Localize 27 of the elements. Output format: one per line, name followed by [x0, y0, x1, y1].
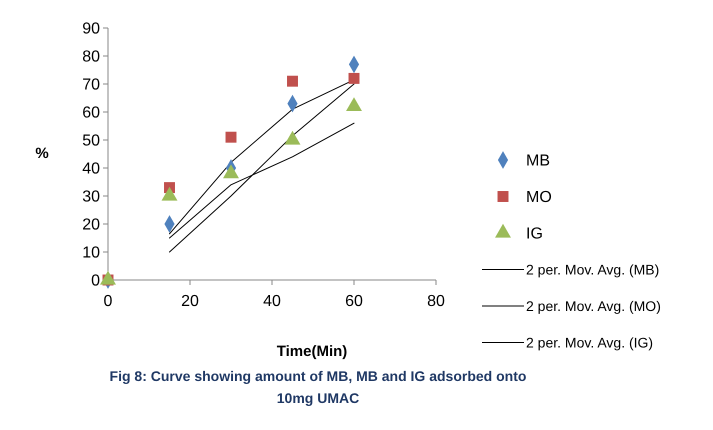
point [287, 76, 298, 87]
x-tick-label: 40 [263, 293, 281, 310]
y-tick-label: 0 [91, 272, 100, 290]
y-tick-label: 90 [82, 20, 100, 38]
legend-label: 2 per. Mov. Avg. (MB) [526, 261, 660, 278]
legend-label: 2 per. Mov. Avg. (IG) [526, 334, 654, 350]
x-tick-label: 0 [104, 293, 113, 310]
legend-label: MO [526, 189, 552, 206]
y-tick-label: 20 [82, 216, 100, 234]
y-tick-label: 30 [82, 188, 100, 206]
point [226, 132, 236, 143]
x-tick-label: 20 [181, 293, 199, 310]
legend-label: MB [526, 152, 550, 170]
y-tick-label: 50 [82, 132, 100, 150]
y-tick-label: 80 [82, 48, 100, 66]
y-tick-label: 70 [82, 76, 100, 94]
legend-label: 2 per. Mov. Avg. (MO) [526, 298, 661, 314]
x-tick-label: 80 [427, 293, 445, 310]
x-axis-title: Time(Min) [276, 343, 348, 360]
y-axis-title: % [35, 145, 49, 162]
y-tick-label: 40 [82, 160, 100, 178]
caption: Fig 8: Curve showing amount of MB, MB and IG adsorbed onto 10mg UMAC [110, 368, 526, 406]
legend-label: IG [526, 226, 543, 243]
y-tick-label: 60 [82, 104, 100, 122]
y-tick-label: 10 [82, 244, 100, 262]
x-tick-label: 60 [345, 293, 363, 310]
point [348, 72, 360, 84]
